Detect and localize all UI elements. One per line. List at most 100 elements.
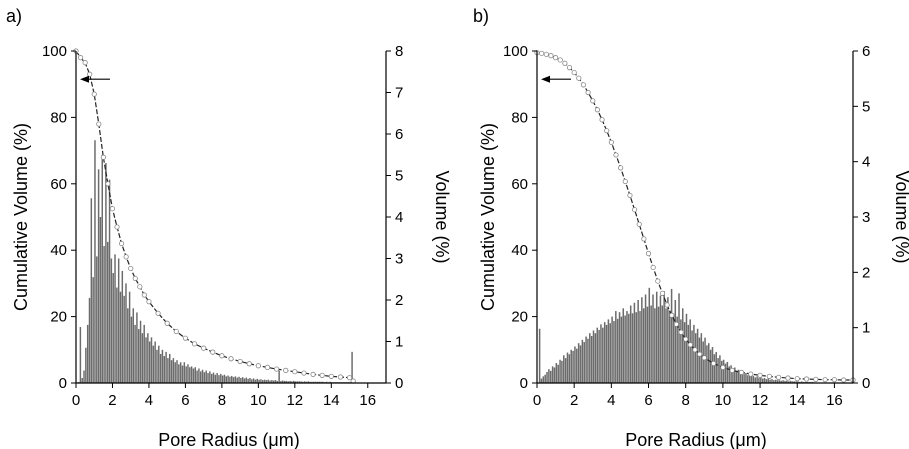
histogram-bar — [665, 308, 667, 383]
annotation-arrow — [80, 75, 110, 83]
cumulative-point — [237, 358, 243, 365]
histogram-bar — [190, 366, 193, 383]
histogram-bar — [719, 355, 721, 383]
cumulative-point — [539, 50, 545, 56]
histogram-bar — [641, 297, 643, 383]
histogram-bar — [642, 308, 645, 383]
cumulative-point — [641, 236, 647, 242]
cumulative-point — [627, 192, 633, 199]
histogram-bar — [152, 345, 155, 383]
histogram-bar — [698, 337, 701, 383]
cumulative-point — [273, 366, 280, 372]
histogram-bar — [616, 318, 619, 383]
histogram-bar — [763, 378, 766, 383]
histogram-bar — [702, 341, 704, 383]
histogram-bar — [615, 311, 617, 383]
histogram-bar — [125, 283, 127, 383]
histogram-bar — [300, 381, 302, 383]
histogram-bar — [661, 305, 664, 383]
histogram-bar — [103, 246, 105, 383]
cumulative-point — [831, 377, 838, 383]
histogram-bar — [189, 367, 191, 383]
histogram-bar — [97, 169, 100, 383]
cumulative-point — [566, 65, 573, 71]
cumulative-point — [123, 254, 129, 260]
histogram-bar — [589, 333, 591, 383]
x-tick-label: 2 — [108, 392, 116, 409]
y2-tick-label: 3 — [862, 209, 870, 226]
histogram-bar — [602, 327, 604, 383]
histogram-bar — [706, 345, 708, 383]
histogram-bar — [696, 328, 699, 383]
cumulative-point — [631, 207, 638, 213]
histogram-bar — [96, 256, 98, 383]
histogram-bar — [132, 308, 134, 383]
cumulative-point — [729, 367, 735, 373]
y2-tick-label: 1 — [862, 320, 870, 337]
histogram-bar — [79, 326, 82, 383]
histogram-bar — [676, 316, 678, 383]
histogram-bar — [540, 378, 543, 383]
x-tick-label: 0 — [72, 392, 80, 409]
histogram-bar — [654, 308, 656, 383]
cumulative-point — [87, 71, 93, 77]
histogram-bar — [108, 179, 111, 383]
histogram-bar — [566, 352, 569, 383]
histogram-bars — [77, 140, 353, 384]
histogram-bar — [644, 294, 647, 383]
histogram-bar — [663, 291, 665, 383]
histogram-bar — [138, 329, 140, 383]
cumulative-point — [219, 353, 225, 359]
histogram-bar — [205, 370, 207, 383]
cumulative-point — [337, 374, 344, 380]
cumulative-point — [557, 57, 563, 63]
cumulative-point — [141, 292, 147, 298]
histogram-bar — [728, 366, 730, 383]
histogram-bar — [797, 381, 799, 383]
histogram-bar — [307, 381, 310, 383]
cumulative-point — [164, 320, 170, 326]
histogram-bar — [561, 360, 563, 383]
histogram-bar — [167, 358, 169, 383]
cumulative-point — [132, 275, 138, 282]
cumulative-point — [319, 372, 325, 378]
cumulative-point — [813, 376, 819, 382]
cumulative-point — [785, 375, 791, 381]
histogram-bar — [678, 293, 680, 383]
histogram-bar — [576, 348, 578, 383]
cumulative-point — [543, 51, 549, 57]
histogram-bar — [245, 377, 248, 383]
histogram-bar — [110, 258, 113, 383]
histogram-bar — [585, 336, 587, 383]
histogram-bar — [187, 364, 189, 383]
histogram-bar — [181, 365, 184, 383]
histogram-bar — [713, 354, 716, 383]
histogram-bar — [577, 343, 580, 383]
histogram-bar — [214, 374, 217, 383]
histogram-bar — [722, 359, 725, 383]
histogram-bar — [743, 374, 745, 383]
histogram-bar — [795, 381, 797, 383]
histogram-bar — [119, 291, 122, 383]
histogram-bar — [247, 378, 249, 383]
histogram-bar — [236, 377, 238, 383]
histogram-bar — [784, 380, 786, 383]
histogram-bar — [121, 270, 124, 383]
histogram-bar — [81, 378, 83, 383]
cumulative-point — [841, 377, 847, 383]
histogram-bar — [212, 372, 215, 384]
histogram-bar — [309, 381, 311, 383]
histogram-bar — [178, 364, 180, 383]
cumulative-point — [301, 370, 307, 376]
histogram-bar — [136, 312, 138, 383]
histogram-bar — [134, 324, 136, 383]
histogram-bar — [607, 319, 610, 383]
y-tick-label: 40 — [50, 242, 67, 259]
histogram-bar — [209, 371, 211, 383]
histogram-bar — [351, 351, 353, 384]
histogram-bar — [789, 380, 792, 383]
histogram-bar — [700, 333, 703, 383]
cumulative-point — [738, 369, 745, 375]
histogram-bar — [107, 241, 109, 383]
